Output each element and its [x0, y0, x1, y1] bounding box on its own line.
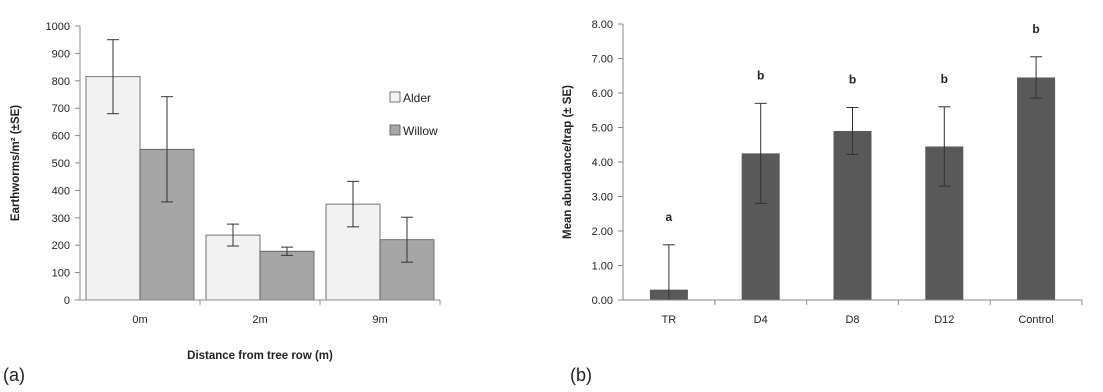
legend-label-alder: Alder — [403, 91, 431, 105]
panel-a-y-axis-title: Earthworms/m² (±SE) — [10, 105, 22, 221]
panel-b-y-tick-label: 5.00 — [592, 123, 613, 135]
error-bar-alder-2m — [227, 223, 239, 247]
panel-a-y-tick-label: 0 — [64, 295, 70, 307]
legend-label-willow: Willow — [403, 124, 438, 138]
error-bar-alder-0m — [107, 39, 119, 115]
panel-b-x-tick-label: D8 — [845, 314, 859, 326]
panel-a-x-tick-label: 0m — [132, 314, 147, 326]
panel-a-legend: Alder Willow — [389, 91, 438, 138]
error-bar-D4 — [754, 102, 767, 204]
panel-a-x-tick-label: 9m — [372, 314, 387, 326]
panel-a-y-tick-label: 300 — [52, 213, 70, 225]
panel-a-y-tick-label: 900 — [52, 48, 70, 60]
error-bar-TR — [662, 244, 675, 300]
error-bar-D8 — [846, 106, 859, 155]
bar-willow-2m — [259, 250, 315, 301]
significance-letter-D8: b — [849, 72, 856, 86]
significance-letter-D12: b — [941, 72, 948, 86]
panel-a-y-tick-label: 100 — [52, 268, 70, 280]
bar-D8 — [833, 130, 872, 300]
panel-b-y-tick-label: 4.00 — [592, 157, 613, 169]
panel-b-label: (b) — [570, 365, 592, 385]
panel-a-y-tick-label: 1000 — [46, 21, 70, 33]
error-bar-willow-2m — [281, 246, 293, 256]
panel-a-y-tick-label: 700 — [52, 103, 70, 115]
panel-a-y-tick-label: 800 — [52, 76, 70, 88]
panel-b-x-tick-label: D12 — [934, 314, 954, 326]
significance-letter-TR: a — [666, 210, 673, 224]
bar-Control — [1017, 77, 1056, 300]
legend-swatch-alder — [389, 91, 401, 103]
legend-swatch-willow — [389, 124, 401, 136]
panel-b-x-tick-label: Control — [1018, 314, 1053, 326]
panel-b-x-tick-label: TR — [662, 314, 677, 326]
panel-b-y-axis-title: Mean abundance/trap (± SE) — [562, 85, 574, 239]
panel-b-y-tick-label: 1.00 — [592, 261, 613, 273]
panel-a-x-tick-label: 2m — [252, 314, 267, 326]
panel-a-y-tick-label: 600 — [52, 131, 70, 143]
panel-b-y-tick-label: 6.00 — [592, 88, 613, 100]
panel-b-y-tick-label: 7.00 — [592, 54, 613, 66]
panel-b-chart: 0.00 1.00 2.00 3.00 4.00 5.00 6.00 7.00 8.00 a b b… — [562, 19, 1083, 385]
panel-a-label: (a) — [3, 365, 25, 385]
panel-a-x-axis-title: Distance from tree row (m) — [187, 350, 333, 362]
significance-letter-D4: b — [757, 68, 764, 82]
error-bar-alder-9m — [347, 180, 359, 228]
panel-b-y-tick-label: 3.00 — [592, 192, 613, 204]
panel-b-y-tick-label: 2.00 — [592, 226, 613, 238]
panel-a-y-tick-label: 400 — [52, 185, 70, 197]
error-bar-Control — [1030, 56, 1043, 99]
error-bar-D12 — [938, 106, 951, 187]
panel-a-y-tick-label: 500 — [52, 158, 70, 170]
panel-b-y-tick-label: 0.00 — [592, 295, 613, 307]
panel-b-x-tick-label: D4 — [754, 314, 768, 326]
significance-letter-Control: b — [1032, 22, 1039, 36]
panel-a-y-tick-label: 200 — [52, 240, 70, 252]
error-bar-willow-0m — [161, 96, 173, 203]
error-bar-willow-9m — [401, 216, 413, 263]
panel-b-y-tick-label: 8.00 — [592, 19, 613, 31]
